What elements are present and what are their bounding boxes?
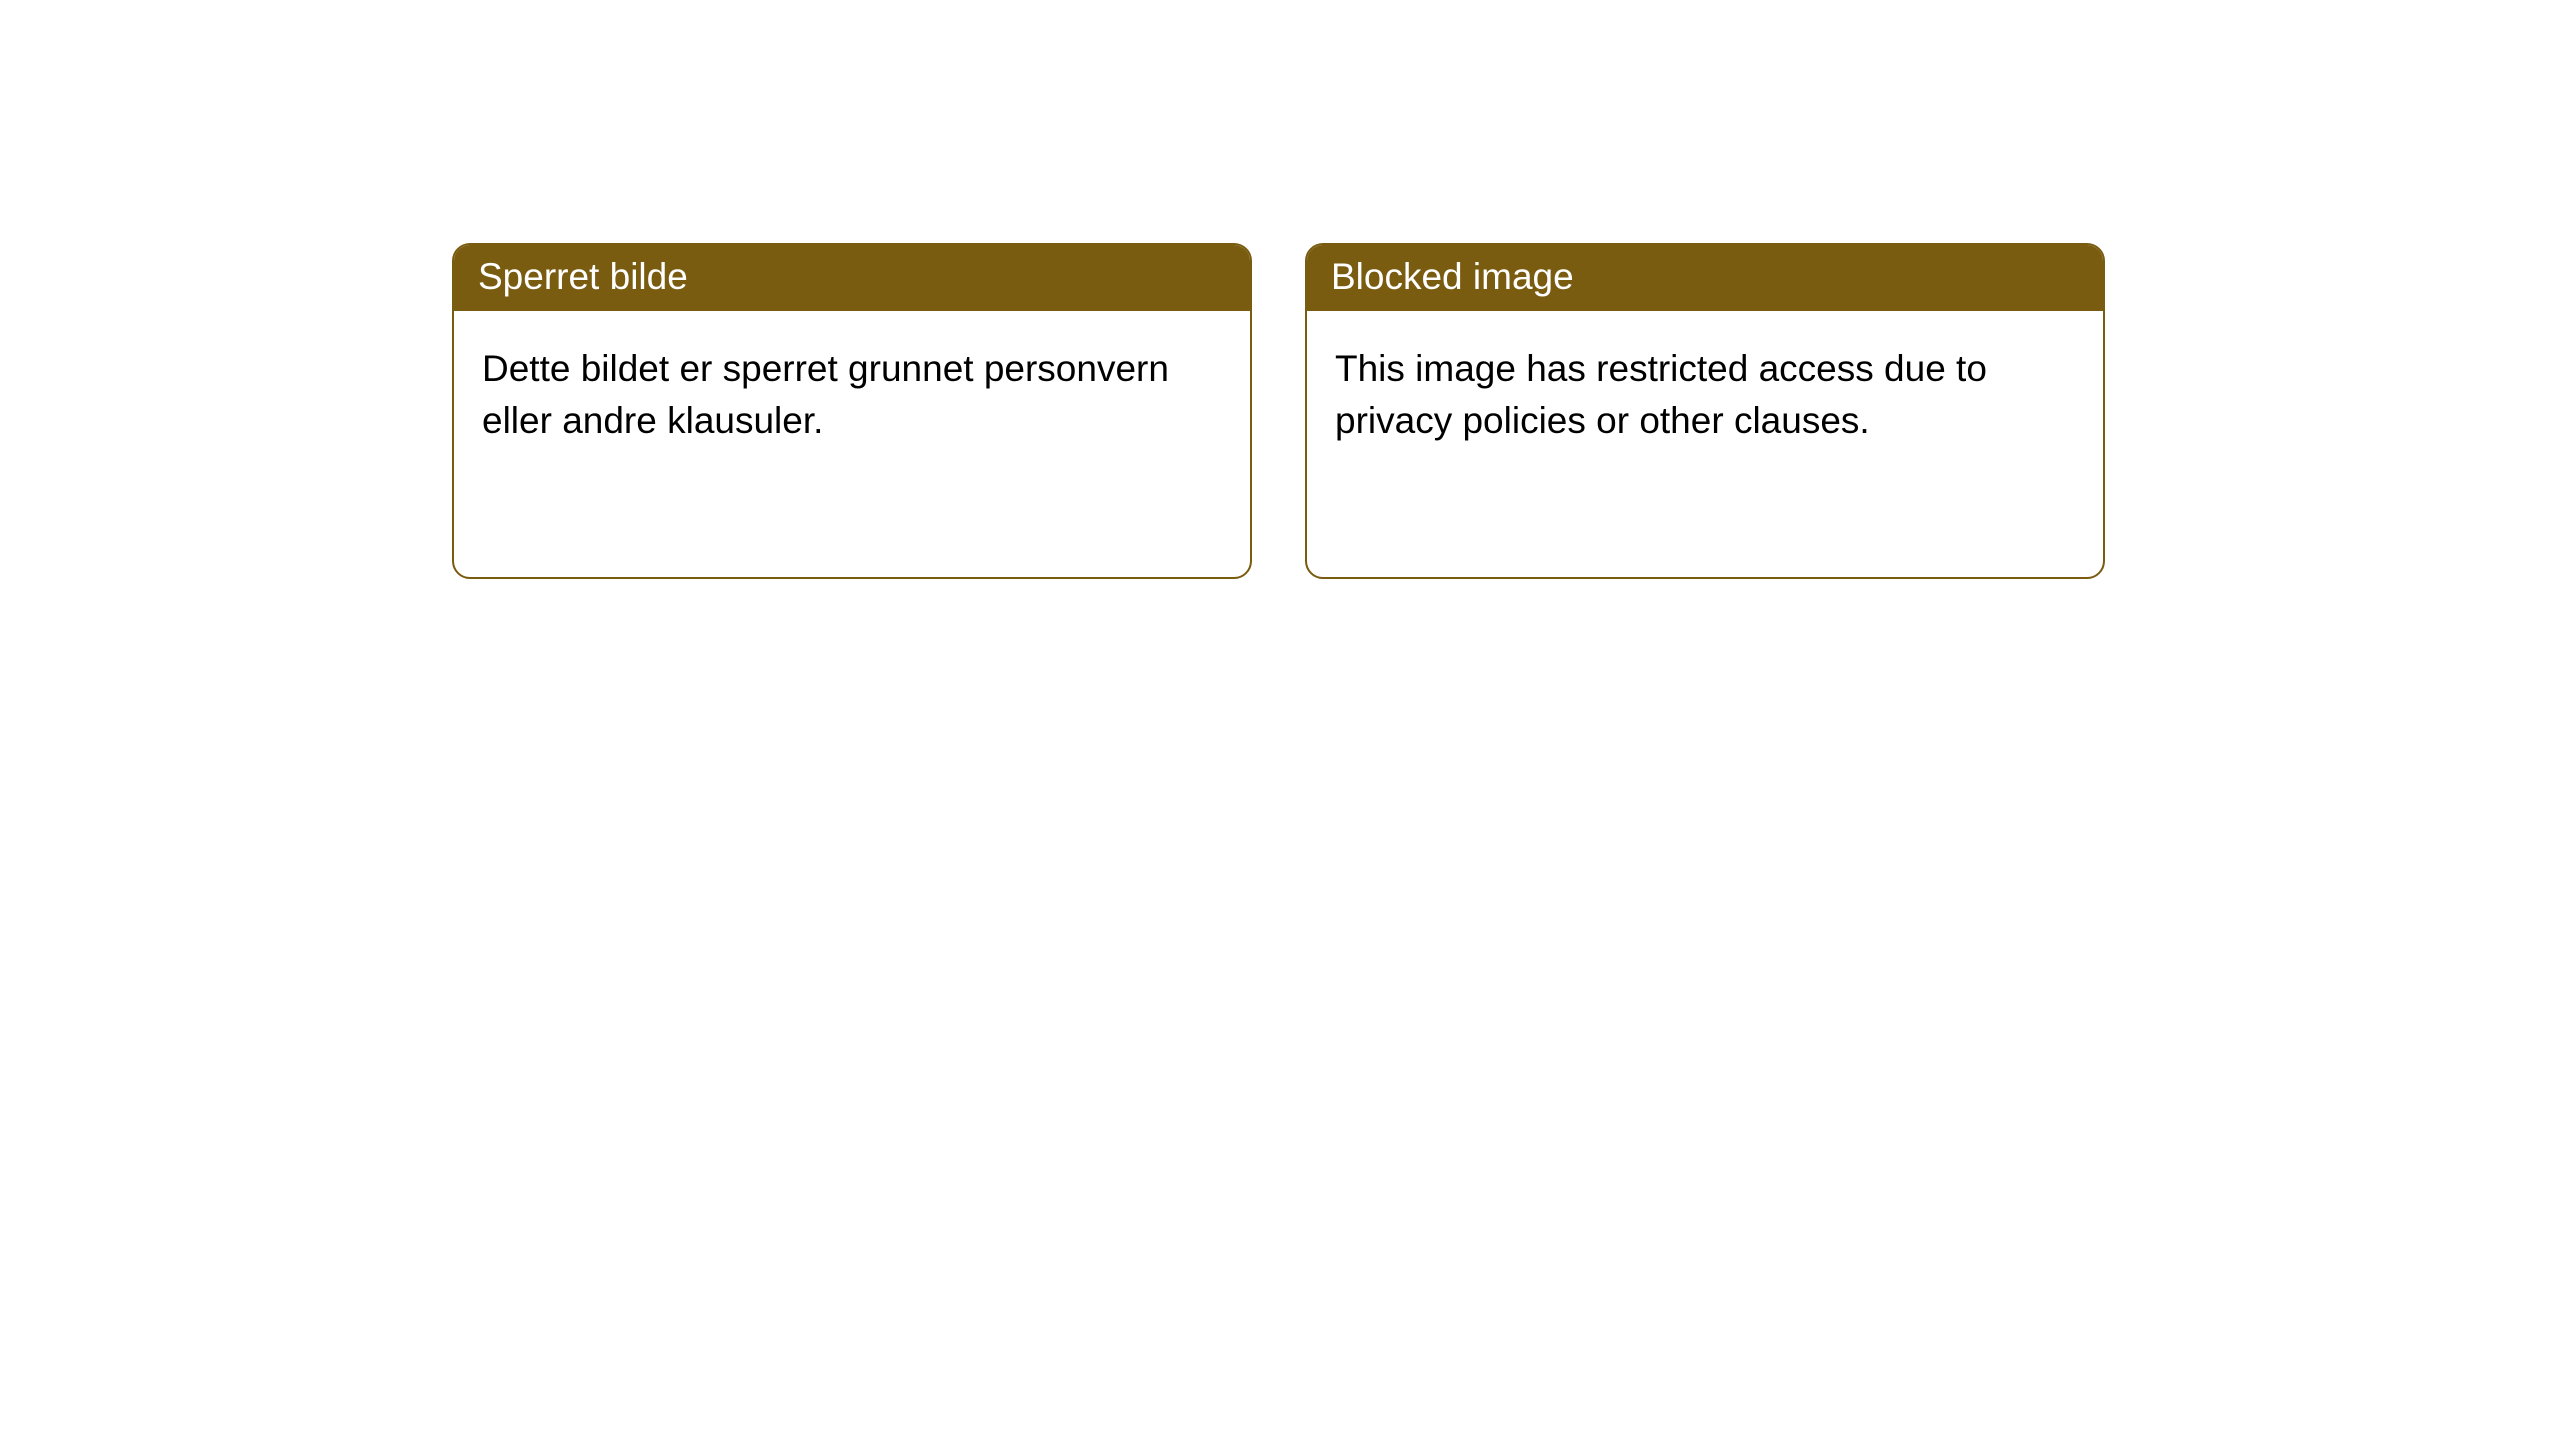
notice-cards-container: Sperret bilde Dette bildet er sperret gr… bbox=[452, 243, 2560, 579]
notice-body: Dette bildet er sperret grunnet personve… bbox=[454, 311, 1250, 479]
notice-header: Sperret bilde bbox=[454, 245, 1250, 311]
notice-card-english: Blocked image This image has restricted … bbox=[1305, 243, 2105, 579]
notice-body: This image has restricted access due to … bbox=[1307, 311, 2103, 479]
notice-card-norwegian: Sperret bilde Dette bildet er sperret gr… bbox=[452, 243, 1252, 579]
notice-header: Blocked image bbox=[1307, 245, 2103, 311]
